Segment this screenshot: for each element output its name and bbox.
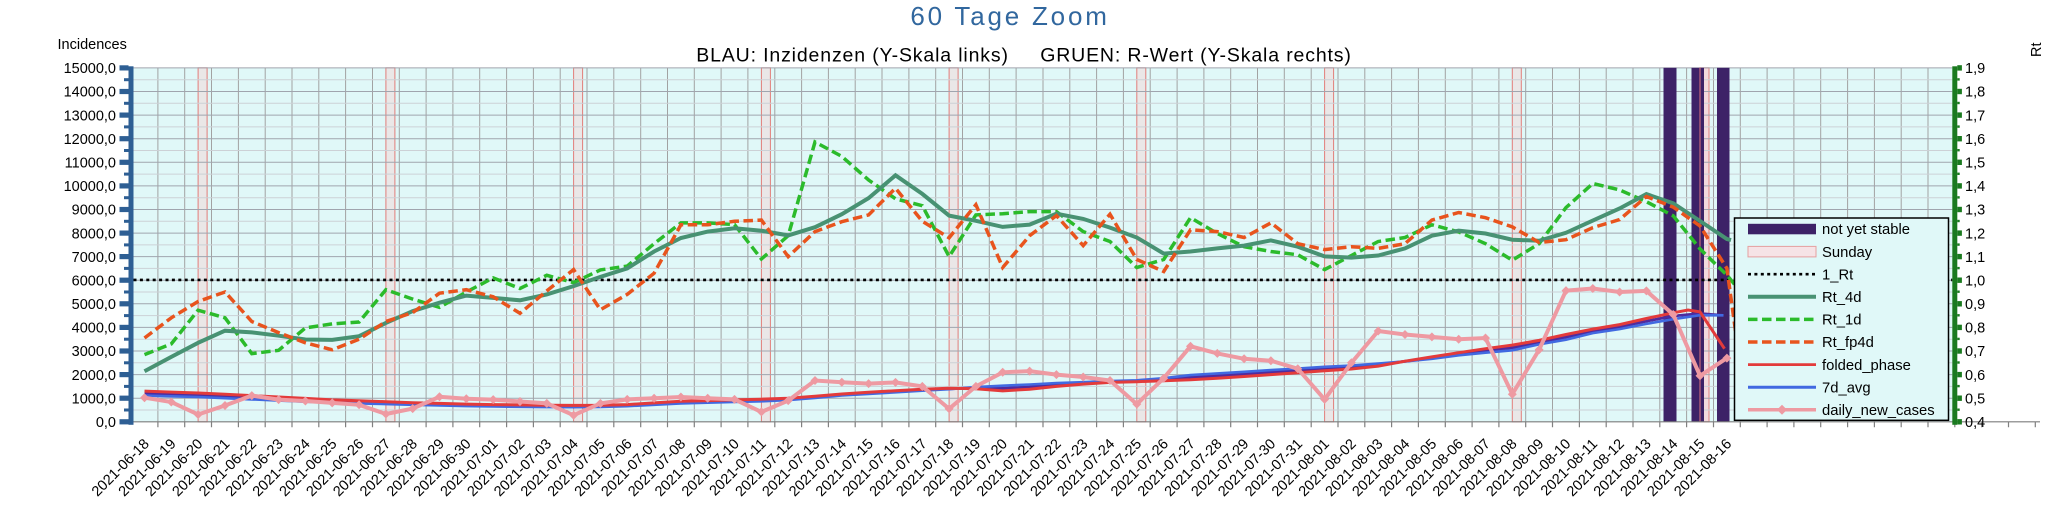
svg-text:2000,0: 2000,0 — [72, 368, 116, 384]
svg-text:60 Tage Zoom: 60 Tage Zoom — [910, 1, 1109, 31]
svg-text:Rt_fp4d: Rt_fp4d — [1822, 335, 1874, 351]
svg-text:1_Rt: 1_Rt — [1822, 267, 1853, 283]
svg-text:10000,0: 10000,0 — [64, 179, 116, 195]
svg-text:Incidences: Incidences — [58, 37, 127, 53]
svg-text:5000,0: 5000,0 — [72, 297, 116, 313]
svg-text:1,3: 1,3 — [1965, 203, 1985, 219]
svg-text:8000,0: 8000,0 — [72, 226, 116, 242]
svg-text:1,5: 1,5 — [1965, 156, 1985, 172]
svg-text:not yet stable: not yet stable — [1822, 222, 1910, 238]
svg-text:Sunday: Sunday — [1822, 245, 1873, 261]
svg-text:Rt_4d: Rt_4d — [1822, 290, 1862, 306]
svg-text:1,8: 1,8 — [1965, 85, 1985, 101]
svg-text:0,9: 0,9 — [1965, 297, 1985, 313]
svg-text:daily_new_cases: daily_new_cases — [1822, 403, 1935, 419]
svg-text:1,6: 1,6 — [1965, 132, 1985, 148]
svg-text:13000,0: 13000,0 — [64, 108, 116, 124]
svg-text:1,9: 1,9 — [1965, 61, 1985, 77]
svg-text:6000,0: 6000,0 — [72, 273, 116, 289]
svg-text:0,6: 0,6 — [1965, 368, 1985, 384]
svg-text:15000,0: 15000,0 — [64, 61, 116, 77]
svg-text:0,8: 0,8 — [1965, 321, 1985, 337]
svg-text:1,0: 1,0 — [1965, 273, 1985, 289]
svg-text:1,4: 1,4 — [1965, 179, 1985, 195]
svg-text:0,7: 0,7 — [1965, 344, 1985, 360]
svg-text:1,2: 1,2 — [1965, 226, 1985, 242]
svg-text:Rt_1d: Rt_1d — [1822, 313, 1862, 329]
svg-text:0,4: 0,4 — [1965, 415, 1985, 431]
svg-text:Rt: Rt — [2029, 43, 2045, 58]
svg-text:12000,0: 12000,0 — [64, 132, 116, 148]
svg-text:BLAU: Inzidenzen (Y-Skala link: BLAU: Inzidenzen (Y-Skala links) GRUEN: … — [696, 45, 1352, 67]
svg-text:1,1: 1,1 — [1965, 250, 1985, 266]
svg-text:7000,0: 7000,0 — [72, 250, 116, 266]
svg-text:folded_phase: folded_phase — [1822, 358, 1911, 374]
svg-text:7d_avg: 7d_avg — [1822, 380, 1871, 396]
svg-text:3000,0: 3000,0 — [72, 344, 116, 360]
svg-text:11000,0: 11000,0 — [65, 156, 116, 172]
svg-text:14000,0: 14000,0 — [64, 85, 116, 101]
svg-text:1000,0: 1000,0 — [72, 391, 116, 407]
svg-text:1,7: 1,7 — [1965, 108, 1985, 124]
svg-text:0,5: 0,5 — [1965, 391, 1985, 407]
svg-text:4000,0: 4000,0 — [72, 321, 116, 337]
svg-text:0,0: 0,0 — [96, 415, 116, 431]
svg-text:9000,0: 9000,0 — [72, 203, 116, 219]
